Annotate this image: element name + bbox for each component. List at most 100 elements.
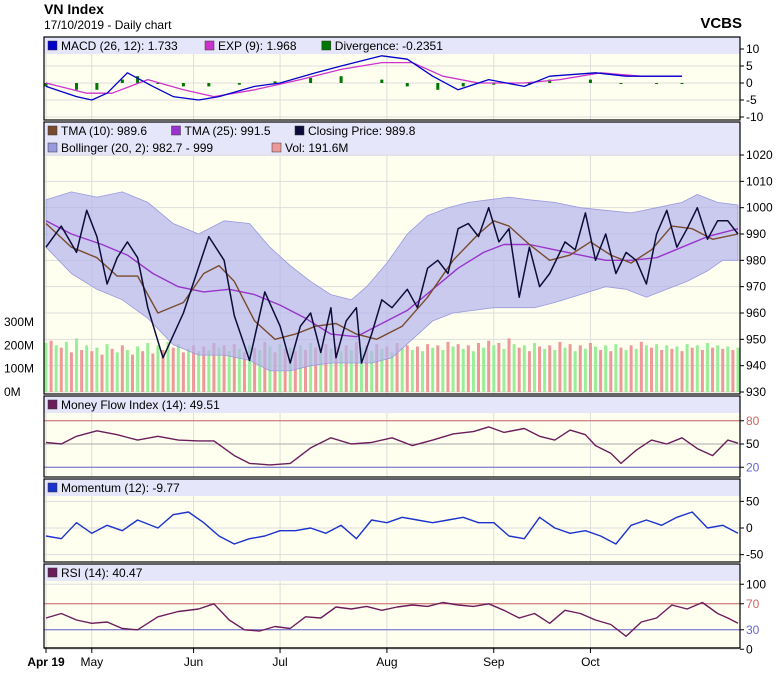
volume-bar <box>380 348 384 392</box>
y-tick-label: 940 <box>746 359 766 373</box>
volume-bar <box>477 343 480 392</box>
volume-bar <box>502 348 506 392</box>
y-tick-label: 980 <box>746 253 766 267</box>
y-tick-label: -10 <box>746 110 764 124</box>
volume-bar <box>716 345 720 392</box>
volume-bar <box>395 343 399 392</box>
divergence-bar <box>548 79 552 83</box>
volume-bar <box>80 350 84 392</box>
volume-bar <box>370 351 374 392</box>
volume-bar <box>253 347 257 392</box>
volume-bar <box>227 351 231 392</box>
volume-bar <box>624 350 628 392</box>
legend-swatch <box>294 125 305 136</box>
volume-bar <box>705 343 709 392</box>
divergence-bar <box>207 83 211 87</box>
volume-bar <box>115 352 119 392</box>
volume-bar <box>461 348 465 392</box>
volume-bar <box>421 351 425 392</box>
x-tick-label: Sep <box>483 655 505 669</box>
volume-bar <box>314 347 318 392</box>
volume-bar <box>680 351 684 392</box>
y-tick-label: 10 <box>746 42 760 56</box>
y-tick-label: -50 <box>746 548 764 562</box>
legend-swatch <box>321 40 332 51</box>
volume-bar <box>436 345 440 392</box>
volume-bar <box>222 345 226 392</box>
volume-bar <box>161 350 165 392</box>
legend-swatch <box>47 399 58 410</box>
volume-bar <box>583 348 587 392</box>
y-tick-label: 990 <box>746 227 766 241</box>
x-tick-label: Oct <box>581 655 600 669</box>
volume-bar <box>675 346 679 392</box>
volume-bar <box>512 344 516 392</box>
volume-bar <box>186 348 190 392</box>
volume-bar <box>726 346 730 392</box>
volume-bar <box>522 345 526 392</box>
x-tick-label: Apr 19 <box>27 655 65 669</box>
legend-bar <box>44 564 740 581</box>
volume-bar <box>548 345 552 392</box>
legend-swatch <box>204 40 215 51</box>
volume-bar <box>59 347 63 392</box>
mfi-panel-frame <box>43 395 741 478</box>
volume-bar <box>375 344 379 392</box>
divergence-bar <box>181 83 185 87</box>
volume-bar <box>558 341 562 392</box>
volume-bar <box>329 348 333 392</box>
volume-bar <box>176 344 180 392</box>
volume-bar <box>471 351 475 392</box>
volume-bar <box>207 350 211 392</box>
legend-entry: RSI (14): 40.47 <box>61 566 143 580</box>
volume-bar <box>619 347 623 392</box>
volume-bar <box>634 348 638 392</box>
divergence-bar <box>405 83 409 87</box>
y-tick-label: 960 <box>746 306 766 320</box>
legend-entry: Money Flow Index (14): 49.51 <box>61 398 220 412</box>
legend-swatch <box>47 567 58 578</box>
volume-bar <box>273 352 277 392</box>
volume-bar <box>543 348 547 392</box>
divergence-bar <box>588 79 592 83</box>
y-tick-label: 1020 <box>746 148 773 162</box>
legend-entry: Divergence: -0.2351 <box>335 39 443 53</box>
volume-bar <box>497 343 501 392</box>
legend-entry: TMA (25): 991.5 <box>185 124 271 138</box>
divergence-bar <box>680 83 684 84</box>
volume-bar <box>181 352 185 392</box>
volume-bar <box>339 351 343 392</box>
volume-bar <box>700 350 704 392</box>
legend-entry: Vol: 191.6M <box>285 141 348 155</box>
volume-bar <box>156 345 160 392</box>
volume-bar <box>136 346 140 392</box>
volume-bar <box>365 345 369 392</box>
legend-swatch <box>47 142 58 153</box>
volume-tick-label: 100M <box>4 362 34 376</box>
y-tick-label: 970 <box>746 280 766 294</box>
volume-tick-label: 0M <box>4 385 21 399</box>
volume-bar <box>660 350 664 392</box>
volume-bar <box>248 345 252 392</box>
divergence-bar <box>461 83 465 87</box>
volume-bar <box>527 351 531 392</box>
legend-entry: Momentum (12): -9.77 <box>61 481 180 495</box>
mfi-line <box>45 426 739 466</box>
volume-bar <box>426 344 430 392</box>
volume-bar <box>237 348 241 392</box>
legend-entry: TMA (10): 989.6 <box>61 124 147 138</box>
volume-bar <box>441 350 445 392</box>
divergence-bar <box>156 83 160 84</box>
legend-swatch <box>47 40 58 51</box>
x-tick-label: Jun <box>184 655 203 669</box>
volume-bar <box>319 352 323 392</box>
y-tick-label: 30 <box>746 623 760 637</box>
divergence-bar <box>95 83 99 90</box>
y-tick-label: 5 <box>746 59 753 73</box>
volume-bar <box>665 345 669 392</box>
divergence-bar <box>339 76 343 83</box>
volume-bar <box>217 347 221 392</box>
y-tick-label: -5 <box>746 93 757 107</box>
volume-bar <box>507 338 511 392</box>
